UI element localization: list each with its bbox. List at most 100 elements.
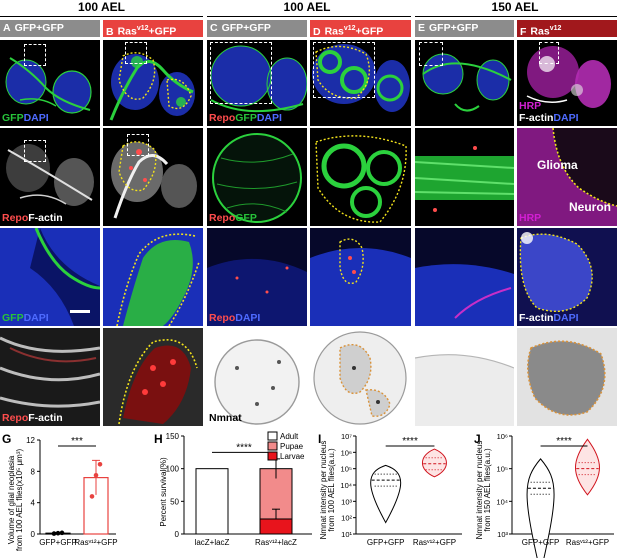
- brain-micrograph-c3: [207, 258, 307, 326]
- h-legend-label-pupae: Pupae: [280, 442, 304, 451]
- brain-micrograph-b3: [116, 233, 200, 326]
- zoom-box-c1: [210, 42, 272, 104]
- brain-micrograph-c2: [212, 133, 302, 223]
- panel-f-row4: [517, 328, 617, 426]
- time-underline-left: [0, 16, 203, 17]
- glioma-label: Glioma: [537, 158, 578, 172]
- h-ytick-label: 0: [175, 530, 180, 539]
- j-axes-ytick-label: 10⁴: [496, 497, 508, 506]
- panel-a3-label: GFPDAPI: [2, 312, 49, 324]
- j-axes-xtick-label: Rasᵛ¹²+GFP: [566, 538, 609, 547]
- panel-j-ylabel-2: from 150 AEL flies(a.u.): [483, 448, 492, 532]
- panel-a1-label: GFPDAPI: [2, 112, 49, 124]
- brain-micrograph-c4: [214, 339, 300, 425]
- i-axes-ytick-label: 10⁴: [340, 481, 352, 490]
- j-axes-violin: [575, 438, 600, 496]
- panel-g-letter: G: [2, 432, 12, 446]
- time-header-150: 150 AEL: [491, 0, 539, 14]
- brain-micrograph-a1: [5, 57, 92, 114]
- panel-f1-label2: F-actinDAPI: [519, 112, 579, 124]
- g-point: [97, 461, 103, 467]
- j-axes-violin: [526, 458, 555, 558]
- brain-micrograph-f4: [517, 328, 617, 426]
- brain-micrograph-d2: [315, 135, 407, 223]
- time-header-100-mid: 100 AEL: [283, 0, 331, 14]
- panel-b-row4: [103, 328, 203, 426]
- panel-d-row2: [310, 128, 411, 226]
- panel-h-letter: H: [154, 432, 163, 446]
- brain-micrograph-e3: [415, 264, 514, 326]
- zoom-box-f1: [539, 42, 559, 64]
- h-sig-label: ****: [236, 442, 252, 453]
- column-header-e: E GFP+GFP: [415, 20, 514, 37]
- panel-c1-label: RepoGFPDAPI: [209, 112, 282, 124]
- column-header-b: B Rasv12+GFP: [103, 20, 203, 38]
- g-ytick-label: 8: [31, 467, 36, 476]
- brain-micrograph-d1: [312, 44, 410, 112]
- g-point: [55, 530, 61, 536]
- time-underline-right: [415, 16, 617, 17]
- h-legend-label-adult: Adult: [280, 432, 299, 441]
- panel-a-row2-repo-factin: RepoF-actin: [0, 128, 100, 226]
- panel-a-row1-gfp-dapi: GFPDAPI: [0, 40, 100, 126]
- zoom-box-b1: [125, 42, 147, 64]
- panel-f-row3: F-actinDAPI: [517, 228, 617, 326]
- h-bar-segment-adult: [195, 468, 229, 535]
- panel-j-ylabel-1: Nmnat intensity per nucleus: [475, 441, 484, 540]
- brain-micrograph-f2: [517, 128, 617, 226]
- zoom-box-a2: [24, 140, 46, 162]
- column-header-f: F Rasv12: [517, 20, 617, 38]
- i-axes-xtick-label: Rasᵛ¹²+GFP: [413, 538, 456, 547]
- i-axes-ytick-label: 10⁷: [341, 432, 352, 441]
- g-ytick-label: 12: [26, 436, 35, 445]
- h-legend-swatch-pupae: [267, 441, 278, 451]
- g-xtick-label: Rasᵛ¹²+GFP: [74, 538, 117, 547]
- panel-f-row2: Glioma Neuron HRP: [517, 128, 617, 226]
- panel-i-ylabel-2: from 100 AEL flies(a.u.): [327, 448, 336, 532]
- brain-micrograph-e2: [415, 146, 514, 212]
- panel-i-letter: I: [318, 432, 322, 446]
- column-header-c: C GFP+GFP: [207, 20, 307, 37]
- zoom-box-b2: [127, 134, 149, 156]
- panel-d-row3: [310, 228, 411, 326]
- j-axes-sig-label: ****: [556, 436, 572, 447]
- g-point: [93, 472, 99, 478]
- brain-micrograph-b4: [118, 339, 198, 425]
- i-axes-ytick-label: 10⁵: [341, 465, 352, 474]
- h-ytick-label: 150: [166, 432, 180, 441]
- zoom-box-a1: [24, 44, 46, 66]
- panel-a-row4-repo-factin: RepoF-actin: [0, 328, 100, 426]
- panel-c-row2: RepoGFP: [207, 128, 307, 226]
- panel-c-row3: RepoDAPI: [207, 228, 307, 326]
- panel-c-row1: RepoGFPDAPI: [207, 40, 307, 126]
- panel-c4-label: Nmnat: [209, 412, 242, 424]
- j-axes-ytick-label: 10⁶: [497, 432, 508, 441]
- brain-micrograph-e4: [415, 354, 514, 426]
- brain-micrograph-a2: [6, 144, 94, 206]
- scale-bar-a3: [70, 310, 90, 313]
- i-axes-ytick-label: 10²: [341, 514, 352, 523]
- panel-e-row4: [415, 328, 514, 426]
- panel-f3-label: F-actinDAPI: [519, 312, 579, 324]
- i-axes-ytick-label: 10³: [341, 497, 352, 506]
- panel-d-row4: [310, 328, 411, 426]
- h-ytick-label: 50: [170, 497, 179, 506]
- g-sig-label: ***: [71, 436, 83, 447]
- panel-f1-label: HRP: [519, 100, 542, 112]
- panel-g-chart: Volume of glial neoplasia from 100 AEL f…: [7, 436, 118, 551]
- h-ytick-label: 100: [166, 465, 180, 474]
- g-point: [51, 531, 57, 536]
- time-underline-mid: [207, 16, 411, 17]
- j-axes-ytick-label: 10³: [497, 530, 508, 539]
- time-header-100-left: 100 AEL: [78, 0, 125, 14]
- g-ytick-label: 4: [31, 499, 36, 508]
- panel-g-ylabel-1: Volume of glial neoplasia: [7, 455, 16, 544]
- zoom-box-e1: [419, 42, 443, 66]
- i-axes-violin: [421, 448, 447, 478]
- i-axes-ytick-label: 10⁶: [341, 448, 352, 457]
- brain-micrograph-b1: [109, 52, 195, 121]
- h-legend-swatch-adult: [267, 431, 278, 441]
- brain-micrograph-a4: [0, 336, 100, 408]
- g-point: [89, 494, 95, 499]
- brain-micrograph-f3: [519, 232, 593, 312]
